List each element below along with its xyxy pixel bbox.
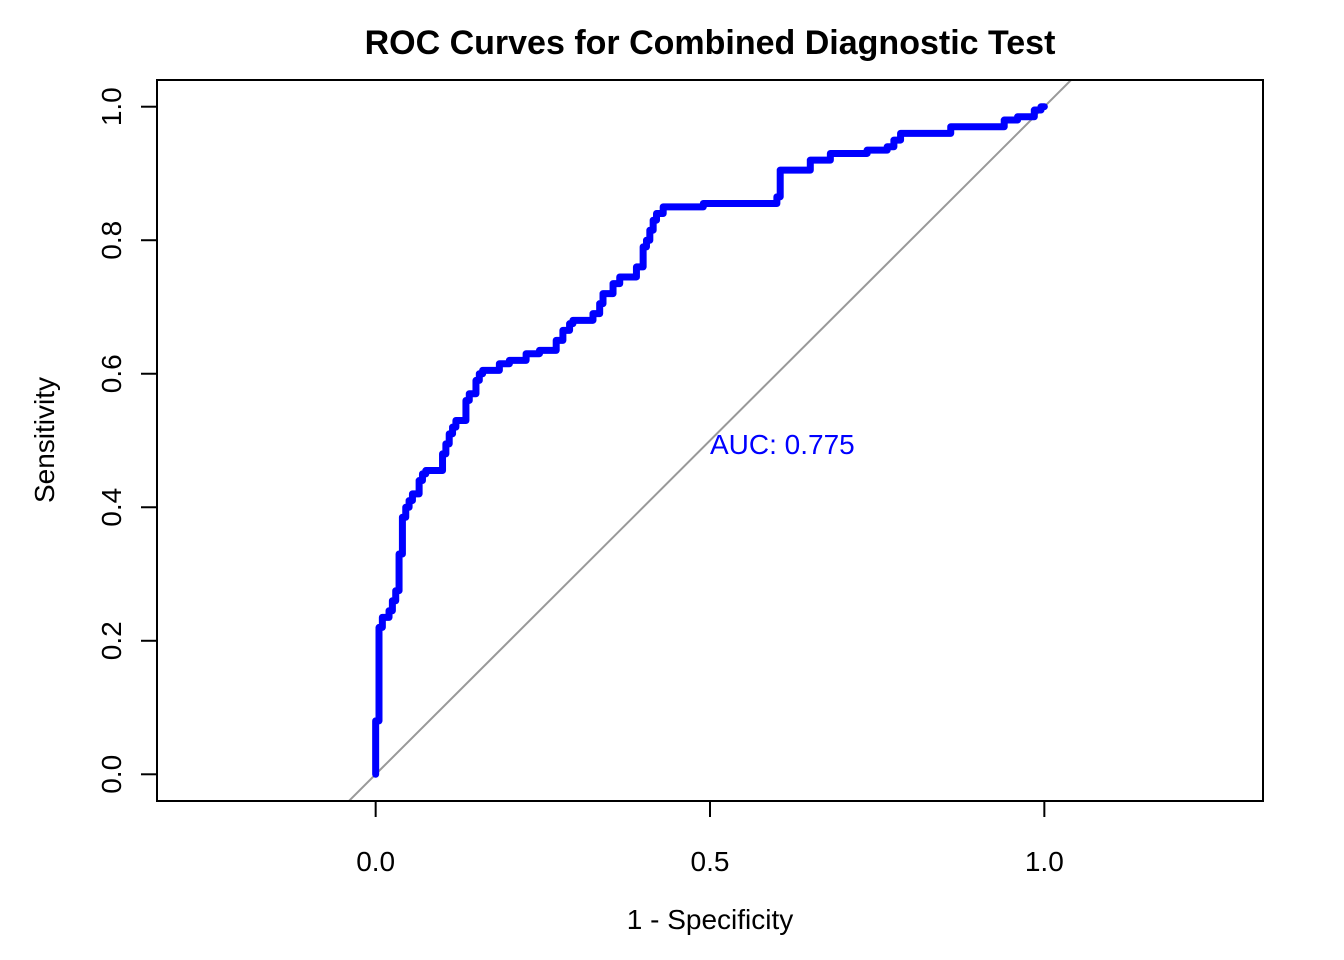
x-tick-label: 0.5 xyxy=(691,846,730,877)
x-axis: 0.0 0.5 1.0 xyxy=(356,800,1064,877)
chart-title: ROC Curves for Combined Diagnostic Test xyxy=(365,24,1056,62)
x-axis-label: 1 - Specificity xyxy=(627,904,794,935)
plot-layer xyxy=(347,80,1073,801)
x-tick-label: 0.0 xyxy=(356,846,395,877)
y-tick-label: 0.4 xyxy=(96,488,127,527)
x-tick-label: 1.0 xyxy=(1025,846,1064,877)
auc-annotation: AUC: 0.775 xyxy=(710,429,855,460)
y-tick-label: 0.2 xyxy=(96,621,127,660)
y-tick-label: 1.0 xyxy=(96,87,127,126)
roc-curve-line xyxy=(372,103,1048,778)
y-axis-label: Sensitivity xyxy=(29,377,60,503)
y-tick-label: 0.8 xyxy=(96,221,127,260)
reference-diagonal-line xyxy=(347,80,1073,801)
y-tick-label: 0.0 xyxy=(96,755,127,794)
y-axis: 0.0 0.2 0.4 0.6 0.8 1.0 xyxy=(96,87,158,794)
y-tick-label: 0.6 xyxy=(96,354,127,393)
